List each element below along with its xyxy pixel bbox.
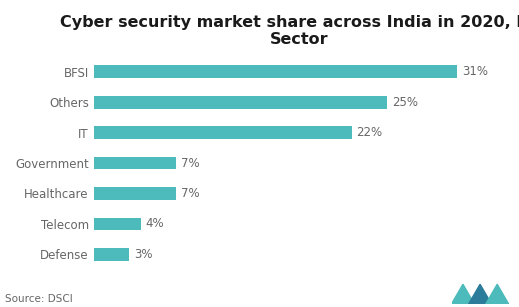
Bar	[94, 217, 141, 230]
Text: 22%: 22%	[357, 126, 383, 139]
Text: 7%: 7%	[181, 157, 199, 169]
Polygon shape	[486, 284, 509, 304]
Text: 3%: 3%	[134, 248, 153, 261]
Title: Cyber security market share across India in 2020, by
Sector: Cyber security market share across India…	[60, 15, 519, 47]
Bar	[94, 65, 457, 78]
Text: 31%: 31%	[462, 65, 488, 78]
Text: 4%: 4%	[146, 217, 165, 230]
Bar	[94, 157, 176, 169]
Bar	[94, 248, 129, 261]
Text: 25%: 25%	[392, 95, 418, 109]
Bar	[94, 187, 176, 200]
Text: Source: DSCI: Source: DSCI	[5, 294, 73, 304]
Bar	[94, 96, 387, 108]
Polygon shape	[469, 284, 491, 304]
Polygon shape	[452, 284, 474, 304]
Text: 7%: 7%	[181, 187, 199, 200]
Bar	[94, 126, 352, 139]
